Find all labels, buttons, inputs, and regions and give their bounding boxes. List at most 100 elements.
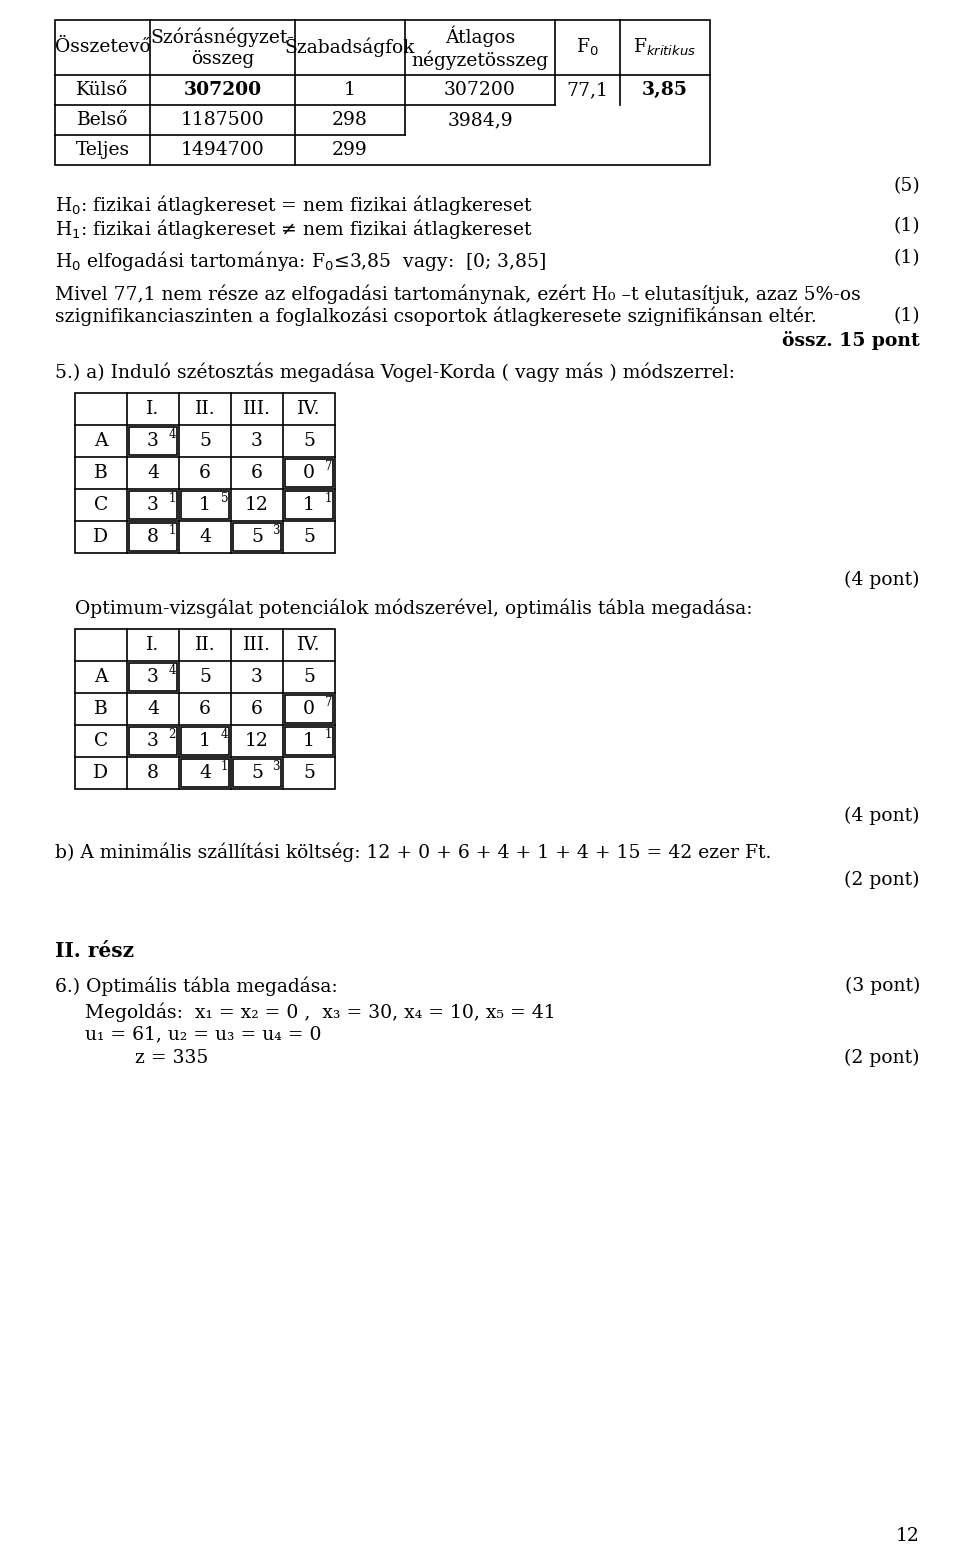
Text: B: B xyxy=(94,463,108,482)
Text: (2 pont): (2 pont) xyxy=(845,1050,920,1067)
Bar xyxy=(181,759,229,787)
Text: (4 pont): (4 pont) xyxy=(845,807,920,826)
Text: (4 pont): (4 pont) xyxy=(845,571,920,589)
Text: B: B xyxy=(94,700,108,718)
Text: 1: 1 xyxy=(169,524,176,536)
Text: 5: 5 xyxy=(303,432,315,449)
Text: Szabadságfok: Szabadságfok xyxy=(285,37,416,58)
Text: I.: I. xyxy=(146,636,159,655)
Text: 5: 5 xyxy=(251,764,263,782)
Text: F$_0$: F$_0$ xyxy=(576,37,599,58)
Bar xyxy=(233,759,281,787)
Bar xyxy=(75,630,335,788)
Text: össz. 15 pont: össz. 15 pont xyxy=(782,331,920,350)
Text: 1: 1 xyxy=(344,81,356,100)
Text: 3: 3 xyxy=(147,669,159,686)
Text: 7: 7 xyxy=(324,460,332,473)
Text: 1: 1 xyxy=(169,491,176,505)
Text: A: A xyxy=(94,432,108,449)
Text: 3: 3 xyxy=(273,760,280,773)
Text: Belső: Belső xyxy=(77,110,129,129)
Text: Optimum-vizsgálat potenciálok módszerével, optimális tábla megadása:: Optimum-vizsgálat potenciálok módszeréve… xyxy=(75,599,753,619)
Text: H$_0$: fizikai átlagkereset = nem fizikai átlagkereset: H$_0$: fizikai átlagkereset = nem fizika… xyxy=(55,193,533,218)
Text: 6: 6 xyxy=(199,463,211,482)
Bar xyxy=(129,428,177,456)
Text: 5: 5 xyxy=(199,669,211,686)
Text: szignifikanciaszinten a foglalkozási csoportok átlagkeresete szignifikánsan elté: szignifikanciaszinten a foglalkozási cso… xyxy=(55,306,817,327)
Text: 0: 0 xyxy=(303,700,315,718)
Text: 5: 5 xyxy=(303,529,315,546)
Text: 299: 299 xyxy=(332,142,368,159)
Text: III.: III. xyxy=(243,400,271,418)
Text: (5): (5) xyxy=(893,177,920,194)
Text: 8: 8 xyxy=(147,764,159,782)
Text: D: D xyxy=(93,764,108,782)
Text: C: C xyxy=(94,732,108,750)
Text: z = 335: z = 335 xyxy=(135,1050,208,1067)
Text: II. rész: II. rész xyxy=(55,941,134,961)
Text: C: C xyxy=(94,496,108,515)
Text: 12: 12 xyxy=(245,732,269,750)
Text: A: A xyxy=(94,669,108,686)
Bar xyxy=(129,491,177,519)
Text: 6: 6 xyxy=(252,463,263,482)
Text: 5: 5 xyxy=(221,491,228,505)
Text: 1: 1 xyxy=(303,732,315,750)
Bar xyxy=(285,728,333,756)
Text: 1: 1 xyxy=(199,496,211,515)
Text: 2: 2 xyxy=(169,728,176,742)
Text: 5: 5 xyxy=(303,669,315,686)
Text: 4: 4 xyxy=(147,700,159,718)
Text: (1): (1) xyxy=(894,218,920,235)
Text: (3 pont): (3 pont) xyxy=(845,977,920,995)
Text: 1: 1 xyxy=(199,732,211,750)
Text: 5.) a) Induló szétosztás megadása Vogel-Korda ( vagy más ) módszerrel:: 5.) a) Induló szétosztás megadása Vogel-… xyxy=(55,362,734,383)
Bar xyxy=(285,695,333,723)
Text: 4: 4 xyxy=(199,764,211,782)
Text: 4: 4 xyxy=(199,529,211,546)
Bar xyxy=(233,522,281,550)
Text: (1): (1) xyxy=(894,249,920,267)
Text: Külső: Külső xyxy=(76,81,129,100)
Text: 5: 5 xyxy=(303,764,315,782)
Text: 6.) Optimális tábla megadása:: 6.) Optimális tábla megadása: xyxy=(55,977,338,997)
Text: 1494700: 1494700 xyxy=(180,142,264,159)
Text: 4: 4 xyxy=(169,664,176,676)
Text: Megoldás:  x₁ = x₂ = 0 ,  x₃ = 30, x₄ = 10, x₅ = 41: Megoldás: x₁ = x₂ = 0 , x₃ = 30, x₄ = 10… xyxy=(85,1003,556,1023)
Text: 307200: 307200 xyxy=(183,81,261,100)
Text: 3: 3 xyxy=(252,432,263,449)
Text: II.: II. xyxy=(195,636,215,655)
Text: Szórásnégyzet-
összeg: Szórásnégyzet- összeg xyxy=(151,28,295,68)
Text: IV.: IV. xyxy=(298,636,321,655)
Text: 5: 5 xyxy=(199,432,211,449)
Text: 1: 1 xyxy=(303,496,315,515)
Text: Mivel 77,1 nem része az elfogadási tartománynak, ezért H₀ –t elutasítjuk, azaz 5: Mivel 77,1 nem része az elfogadási tarto… xyxy=(55,285,861,305)
Text: 77,1: 77,1 xyxy=(566,81,609,100)
Text: 4: 4 xyxy=(221,728,228,742)
Text: 1: 1 xyxy=(324,491,332,505)
Text: Teljes: Teljes xyxy=(76,142,130,159)
Text: H$_0$ elfogadási tartománya: F$_0$≤3,85  vagy:  [0; 3,85]: H$_0$ elfogadási tartománya: F$_0$≤3,85 … xyxy=(55,249,546,274)
Text: 4: 4 xyxy=(169,428,176,442)
Text: II.: II. xyxy=(195,400,215,418)
Text: 3: 3 xyxy=(147,732,159,750)
Text: 0: 0 xyxy=(303,463,315,482)
Text: IV.: IV. xyxy=(298,400,321,418)
Text: 1: 1 xyxy=(324,728,332,742)
Text: 6: 6 xyxy=(252,700,263,718)
Text: 3: 3 xyxy=(273,524,280,536)
Text: 4: 4 xyxy=(147,463,159,482)
Text: III.: III. xyxy=(243,636,271,655)
Text: 3984,9: 3984,9 xyxy=(447,110,513,129)
Bar xyxy=(55,20,710,165)
Text: 307200: 307200 xyxy=(444,81,516,100)
Text: 3,85: 3,85 xyxy=(642,81,688,100)
Text: Összetevő: Összetevő xyxy=(55,39,151,56)
Bar xyxy=(129,728,177,756)
Text: 6: 6 xyxy=(199,700,211,718)
Bar xyxy=(129,522,177,550)
Text: 12: 12 xyxy=(245,496,269,515)
Text: (2 pont): (2 pont) xyxy=(845,871,920,889)
Text: Átlagos
négyzetösszeg: Átlagos négyzetösszeg xyxy=(412,25,548,70)
Text: 5: 5 xyxy=(251,529,263,546)
